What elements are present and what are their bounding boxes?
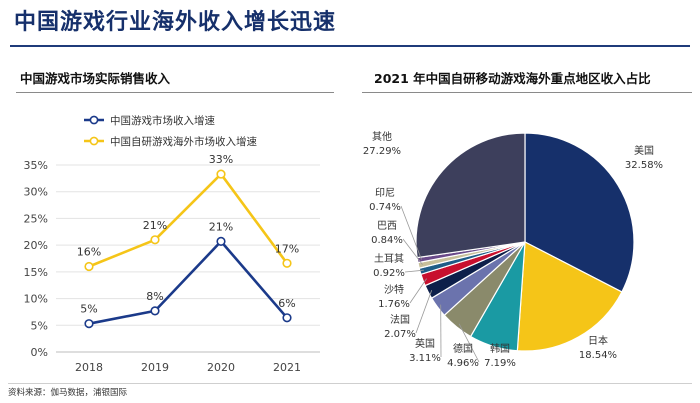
pie-value-label: 2.07% <box>384 329 416 340</box>
data-label: 21% <box>209 220 233 233</box>
data-label: 16% <box>77 246 101 259</box>
data-point <box>216 169 226 179</box>
pie-value-label: 7.19% <box>484 358 516 369</box>
pie-label: 韩国 <box>490 342 510 355</box>
pie-value-label: 0.84% <box>371 235 403 246</box>
pie-label: 法国 <box>390 313 410 326</box>
data-point <box>282 258 292 268</box>
pie-chart-title: 2021 年中国自研移动游戏海外重点地区收入占比 <box>374 71 651 86</box>
y-tick-label: 20% <box>24 239 48 252</box>
y-tick-label: 10% <box>24 293 48 306</box>
pie-value-label: 0.74% <box>369 202 401 213</box>
x-tick-label: 2019 <box>141 361 169 374</box>
data-label: 17% <box>275 242 299 255</box>
pie-label: 巴西 <box>377 220 397 232</box>
line-chart-title: 中国游戏市场实际销售收入 <box>20 71 171 86</box>
data-point <box>150 306 160 316</box>
pie-slice <box>516 241 623 352</box>
y-tick-label: 5% <box>31 319 48 332</box>
y-tick-label: 0% <box>31 346 48 359</box>
pie-slice <box>524 132 635 293</box>
pie-leader-line <box>402 238 423 265</box>
pie-label: 德国 <box>453 342 473 355</box>
pie-label: 沙特 <box>384 284 404 296</box>
pie-leader-line <box>458 323 480 363</box>
pie-label: 印尼 <box>375 187 395 199</box>
data-label: 8% <box>146 290 163 303</box>
x-tick-label: 2021 <box>273 361 301 374</box>
data-label: 21% <box>143 219 167 232</box>
pie-leader-line <box>404 269 424 273</box>
pie-value-label: 1.76% <box>378 299 410 310</box>
pie-value-label: 0.92% <box>373 268 405 279</box>
legend-label: 中国自研游戏海外市场收入增速 <box>110 135 257 148</box>
y-tick-label: 15% <box>24 266 48 279</box>
x-tick-label: 2020 <box>207 361 235 374</box>
pie-label: 土耳其 <box>374 252 404 265</box>
pie-leader-line <box>415 290 433 334</box>
data-point <box>216 236 226 247</box>
pie-slice <box>415 132 526 259</box>
pie-value-label: 27.29% <box>363 146 401 157</box>
data-point <box>84 319 94 329</box>
pie-label: 其他 <box>372 130 392 143</box>
pie-value-label: 4.96% <box>447 358 479 369</box>
pie-value-label: 32.58% <box>625 160 663 171</box>
data-label: 33% <box>209 153 233 166</box>
pie-value-label: 3.11% <box>409 353 441 364</box>
footer-divider <box>8 383 692 384</box>
data-point <box>150 235 160 245</box>
legend-label: 中国游戏市场收入增速 <box>110 114 215 127</box>
y-tick-label: 25% <box>24 212 48 225</box>
pie-value-label: 18.54% <box>579 350 617 361</box>
series-line-1 <box>88 240 288 325</box>
data-label: 5% <box>80 303 97 316</box>
legend-swatch-marker <box>89 115 99 125</box>
x-tick-label: 2018 <box>75 361 103 374</box>
title-divider <box>10 45 690 47</box>
y-tick-label: 30% <box>24 186 48 199</box>
series-line-2 <box>88 172 289 268</box>
page-title: 中国游戏行业海外收入增长迅速 <box>14 10 337 35</box>
pie-leader-line <box>409 278 427 304</box>
legend-swatch-marker <box>89 136 99 146</box>
data-point <box>84 261 94 272</box>
y-tick-label: 35% <box>24 159 48 172</box>
pie-chart-title-divider <box>362 92 692 93</box>
pie-leader-line <box>400 205 422 260</box>
pie-label: 日本 <box>588 334 608 347</box>
source-note: 资料来源：伽马数据，浦银国际 <box>8 388 128 398</box>
data-point <box>282 313 292 323</box>
line-chart-title-divider <box>16 92 334 93</box>
data-label: 6% <box>278 297 295 310</box>
pie-label: 美国 <box>634 144 654 157</box>
pie-label: 英国 <box>415 337 435 350</box>
